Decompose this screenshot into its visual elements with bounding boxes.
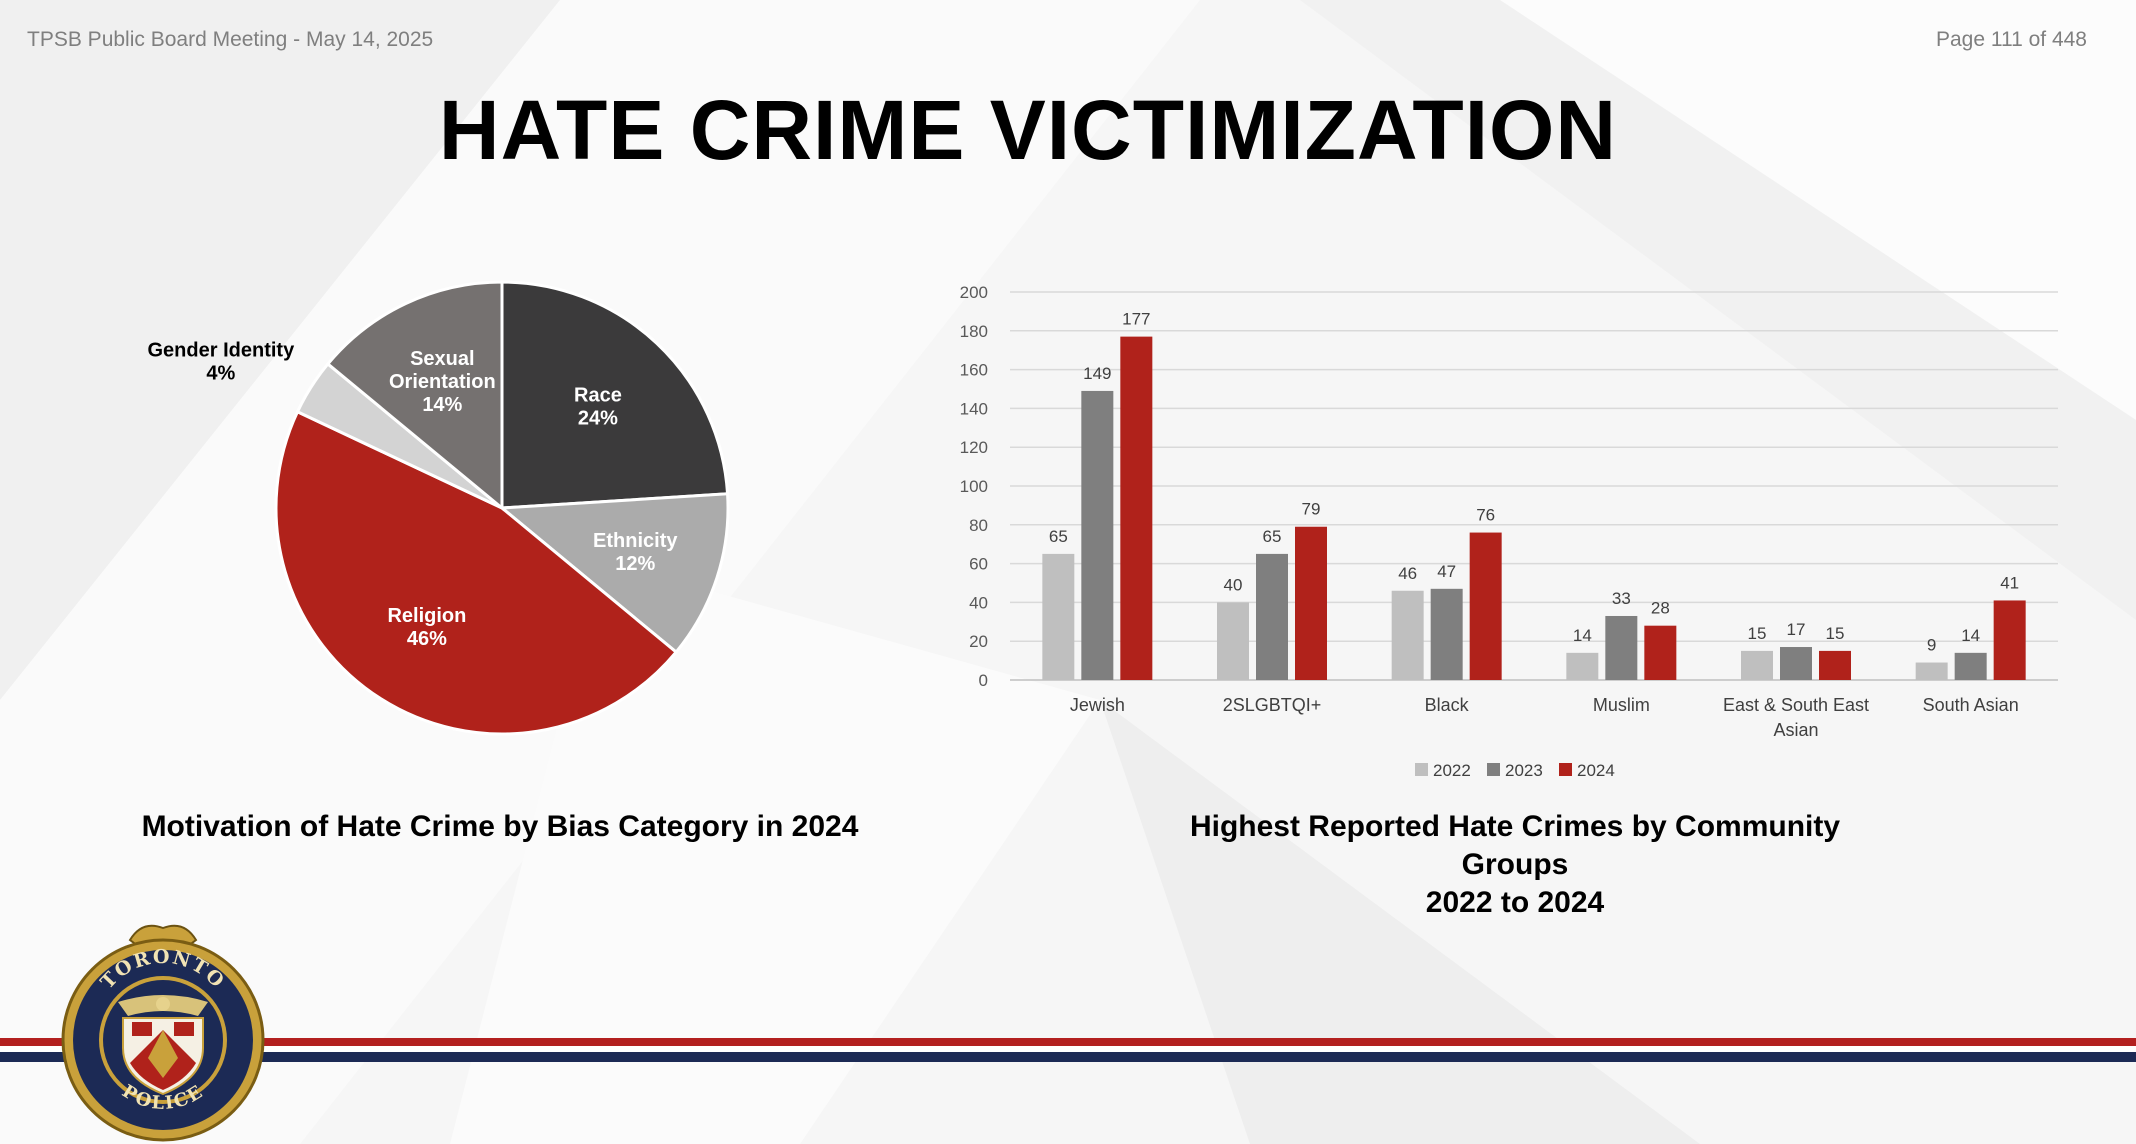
data-label: 177 [1122, 310, 1150, 329]
pie-chart: Race 24% Ethnicity 12% Religion 46% Gender Ide… [148, 280, 730, 736]
bar-black-2024 [1469, 532, 1502, 680]
data-label: 149 [1083, 364, 1111, 383]
y-tick-label: 120 [960, 438, 988, 457]
bar-south-asian-2024 [1993, 600, 2026, 680]
pie-label-religion: Religion 46% [387, 605, 466, 650]
x-tick-label-black: Black [1425, 695, 1470, 715]
legend-label-2022: 2022 [1433, 761, 1471, 780]
bar-muslim-2023 [1605, 615, 1638, 680]
bar-caption-line-2: Groups [1461, 848, 1569, 881]
bar-east-south-east-asian-2022 [1741, 650, 1773, 680]
y-tick-label: 0 [979, 671, 988, 690]
data-label: 14 [1961, 626, 1980, 645]
y-tick-label: 160 [960, 361, 988, 380]
bar-black-2023 [1430, 588, 1463, 680]
pie-slice-religion [274, 409, 679, 736]
bar-caption-line-1: Highest Reported Hate Crimes by Communit… [1189, 810, 1841, 843]
y-tick-label: 180 [960, 322, 988, 341]
bar-south-asian-2022 [1915, 662, 1948, 680]
bar-jewish-2023 [1081, 390, 1114, 680]
footer-stripe-red [0, 1038, 2136, 1046]
y-tick-label: 200 [960, 283, 988, 302]
data-label: 9 [1927, 636, 1936, 655]
toronto-police-crest-logo: TORONTO POLICE [61, 924, 265, 1142]
x-tick-label-south-asian: South Asian [1923, 695, 2019, 715]
bar-caption: Highest Reported Hate Crimes by Communit… [1160, 808, 1870, 922]
pie-caption: Motivation of Hate Crime by Bias Categor… [141, 810, 859, 843]
data-label: 65 [1049, 527, 1068, 546]
pie-slice-sexual-orientation [325, 280, 504, 512]
footer-stripe-white [0, 1046, 2136, 1052]
legend-swatch-2024 [1559, 763, 1572, 776]
pie-label-race: Race 24% [574, 384, 622, 429]
data-label: 76 [1476, 506, 1495, 525]
bar-2slgbtqi-2022 [1217, 602, 1249, 680]
bar-jewish-2024 [1120, 336, 1153, 680]
data-label: 40 [1224, 575, 1243, 594]
legend-label-2023: 2023 [1505, 761, 1543, 780]
x-tick-label-muslim: Muslim [1593, 695, 1650, 715]
bar-caption-line-3: 2022 to 2024 [1425, 886, 1605, 919]
data-label: 79 [1302, 500, 1321, 519]
y-tick-label: 60 [969, 555, 988, 574]
x-tick-label-2slgbtqi: 2SLGBTQI+ [1223, 695, 1322, 715]
bar-south-asian-2023 [1954, 652, 1987, 680]
x-tick-label-jewish: Jewish [1070, 695, 1125, 715]
data-label: 46 [1398, 564, 1417, 583]
bar-black-2022 [1391, 590, 1424, 680]
x-tick-label-east-south-east-asian: East & South East Asian [1723, 695, 1869, 740]
bar-muslim-2024 [1644, 625, 1677, 680]
pie-slice-ethnicity [498, 492, 730, 655]
footer-stripe-navy [0, 1052, 2136, 1062]
data-label: 33 [1612, 589, 1631, 608]
slide-title: HATE CRIME VICTIMIZATION [438, 83, 1618, 177]
data-label: 47 [1437, 562, 1456, 581]
y-tick-label: 20 [969, 632, 988, 651]
bar-2slgbtqi-2023 [1256, 553, 1288, 680]
y-tick-label: 80 [969, 516, 988, 535]
bar-chart: 02040608010012014016018020065149177Jewis… [960, 283, 2058, 780]
bar-2slgbtqi-2024 [1295, 526, 1327, 680]
y-tick-label: 140 [960, 399, 988, 418]
pie-label-gender-identity: Gender Identity 4% [148, 339, 296, 384]
page-number: Page 111 of 448 [1935, 28, 2087, 51]
data-label: 41 [2000, 573, 2019, 592]
pie-label-ethnicity: Ethnicity 12% [593, 530, 678, 575]
y-tick-label: 100 [960, 477, 988, 496]
data-label: 15 [1748, 624, 1767, 643]
data-label: 14 [1573, 626, 1592, 645]
pie-label-sexual-orientation: Sexual Orientation 14% [389, 348, 496, 416]
pie-slice-race [500, 280, 730, 510]
bar-east-south-east-asian-2023 [1780, 647, 1812, 680]
meeting-header: TPSB Public Board Meeting - May 14, 2025 [27, 28, 434, 51]
data-label: 15 [1826, 624, 1845, 643]
legend-swatch-2023 [1487, 763, 1500, 776]
bar-east-south-east-asian-2024 [1819, 650, 1851, 680]
bar-jewish-2022 [1042, 553, 1075, 680]
bar-muslim-2022 [1566, 652, 1599, 680]
y-tick-label: 40 [969, 593, 988, 612]
data-label: 28 [1651, 599, 1670, 618]
legend-label-2024: 2024 [1577, 761, 1615, 780]
data-label: 17 [1787, 620, 1806, 639]
legend-swatch-2022 [1415, 763, 1428, 776]
data-label: 65 [1263, 527, 1282, 546]
